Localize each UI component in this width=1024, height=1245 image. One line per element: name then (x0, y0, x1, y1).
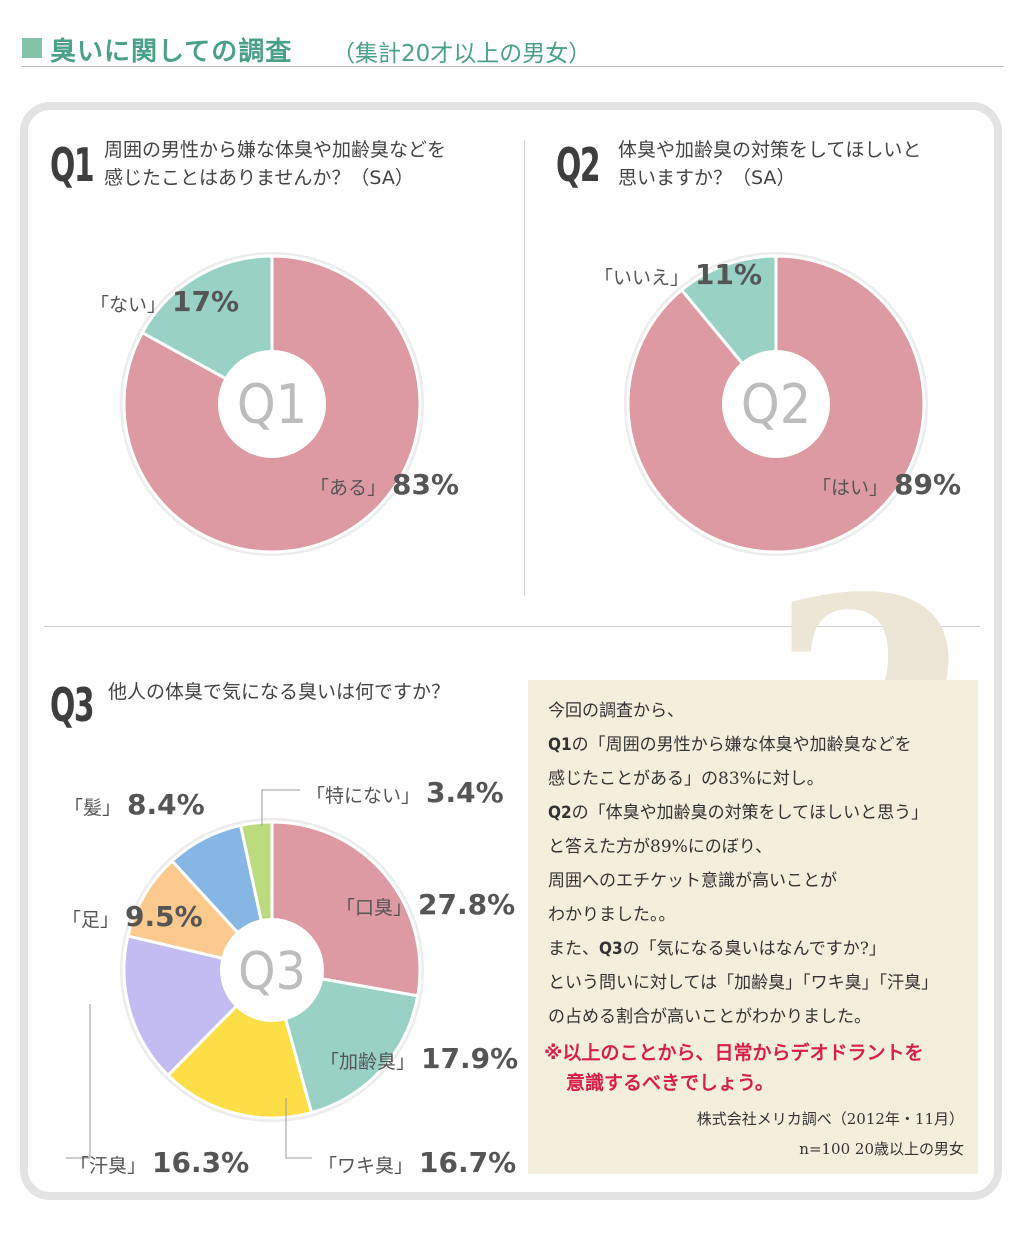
vertical-divider (524, 140, 525, 596)
value-label: 27.8% (418, 888, 516, 921)
leader-line (261, 789, 300, 826)
pie-label: 「いいえ」 11% (594, 258, 762, 291)
header-divider (22, 66, 1004, 67)
pie-label: 「ない」 17% (90, 285, 239, 318)
summary-box: 今回の調査から、 Q1の「周囲の男性から嫌な体臭や加齢臭などを 感じたことがある… (528, 680, 978, 1174)
category-label: 「はい」 (812, 477, 889, 499)
page-subtitle: （集計20才以上の男女） (332, 41, 592, 67)
pie-label: 「加齢臭」 17.9% (320, 1042, 518, 1075)
category-label: 「口臭」 (336, 897, 413, 919)
category-label: 「いいえ」 (594, 267, 690, 289)
q2-ref: Q2 (548, 803, 572, 823)
q1-question-line2: 感じたことはありませんか？（SA） (104, 167, 414, 189)
header-square-icon (22, 38, 42, 58)
category-label: 「ワキ臭」 (318, 1155, 414, 1177)
sample-info: n=100 20歳以上の男女 (799, 1140, 964, 1158)
pie-label: 「ある」 83% (310, 468, 459, 501)
q3-ref: Q3 (599, 939, 623, 959)
q2-question-line2: 思いますか？（SA） (618, 167, 796, 189)
q1-question-line1: 周囲の男性から嫌な体臭や加齢臭などを (104, 139, 447, 161)
note-text: の「体臭や加齢臭の対策をしてほしいと思う」 (571, 803, 929, 823)
note-text: の「周囲の男性から嫌な体臭や加齢臭などを (571, 735, 912, 755)
category-label: 「汗臭」 (70, 1155, 147, 1177)
q1-ref: Q1 (548, 735, 572, 755)
horizontal-divider (44, 626, 980, 627)
note-text: また、 (548, 939, 599, 959)
q1-question: 周囲の男性から嫌な体臭や加齢臭などを 感じたことはありませんか？（SA） (104, 136, 446, 192)
note-line: の占める割合が高いことがわかりました。 (548, 1007, 871, 1027)
pie-center-label: Q3 (238, 942, 306, 1002)
category-label: 「足」 (62, 909, 120, 931)
category-label: 「髪」 (64, 797, 122, 819)
value-label: 16.3% (152, 1146, 250, 1179)
pie-label: 「足」 9.5% (62, 900, 203, 933)
source-credit: 株式会社メリカ調べ（2012年・11月） (696, 1110, 964, 1128)
note-line: 感じたことがある」の83%に対し。 (548, 769, 824, 789)
note-line: Q2の「体臭や加齢臭の対策をしてほしいと思う」 (548, 798, 928, 823)
pie-label: 「口臭」 27.8% (336, 888, 515, 921)
q3-number: Q3 (50, 678, 95, 732)
note-line: わかりました。。 (548, 905, 676, 925)
pie-chart-q1: Q1 (120, 252, 424, 556)
pie-label: 「特にない」 3.4% (306, 776, 504, 809)
pie-label: 「髪」 8.4% (64, 788, 205, 821)
value-label: 3.4% (426, 776, 504, 809)
category-label: 「特にない」 (306, 785, 421, 807)
value-label: 8.4% (127, 788, 205, 821)
note-line: という問いに対しては「加齢臭」「ワキ臭」「汗臭」 (548, 973, 939, 993)
pie-center-label: Q1 (237, 373, 307, 436)
note-line: 今回の調査から、 (548, 701, 684, 721)
q2-number: Q2 (556, 138, 601, 192)
emphasis-line: 意識するべきでしょう。 (566, 1072, 774, 1094)
q2-question-line1: 体臭や加齢臭の対策をしてほしいと (618, 139, 922, 161)
value-label: 17% (172, 285, 240, 318)
note-text: の「気になる臭いはなんですか?」 (622, 939, 886, 959)
pie-label: 「はい」 89% (812, 468, 961, 501)
pie-center-hole (220, 918, 324, 1022)
leader-line (285, 1098, 312, 1159)
value-label: 17.9% (421, 1042, 519, 1075)
leader-line (66, 1004, 91, 1159)
pie-label: 「汗臭」 16.3% (70, 1146, 249, 1179)
category-label: 「ない」 (90, 294, 167, 316)
note-line: と答えた方が89%にのぼり、 (548, 837, 773, 857)
note-line: Q1の「周囲の男性から嫌な体臭や加齢臭などを (548, 730, 912, 755)
value-label: 83% (392, 468, 460, 501)
value-label: 9.5% (125, 900, 203, 933)
category-label: 「ある」 (310, 477, 387, 499)
pie-center-label: Q2 (741, 373, 811, 436)
page-title: 臭いに関しての調査 (50, 37, 293, 67)
pie-label: 「ワキ臭」 16.7% (318, 1146, 516, 1179)
pie-chart-q2: Q2 (624, 252, 928, 556)
category-label: 「加齢臭」 (320, 1051, 416, 1073)
value-label: 16.7% (419, 1146, 517, 1179)
pie-center-hole (722, 350, 830, 458)
note-line: 周囲へのエチケット意識が高いことが (548, 871, 837, 891)
q1-number: Q1 (50, 138, 95, 192)
emphasis-line: ※以上のことから、日常からデオドラントを (544, 1042, 924, 1064)
value-label: 89% (894, 468, 962, 501)
value-label: 11% (695, 258, 763, 291)
note-line: また、Q3の「気になる臭いはなんですか?」 (548, 934, 886, 959)
pie-chart-q3: Q3 (66, 789, 424, 1159)
page-header: 臭いに関しての調査 （集計20才以上の男女） (22, 28, 1006, 68)
q2-question: 体臭や加齢臭の対策をしてほしいと 思いますか？（SA） (618, 136, 921, 192)
q3-question: 他人の体臭で気になる臭いは何ですか？ (108, 681, 451, 703)
pie-center-hole (218, 350, 326, 458)
